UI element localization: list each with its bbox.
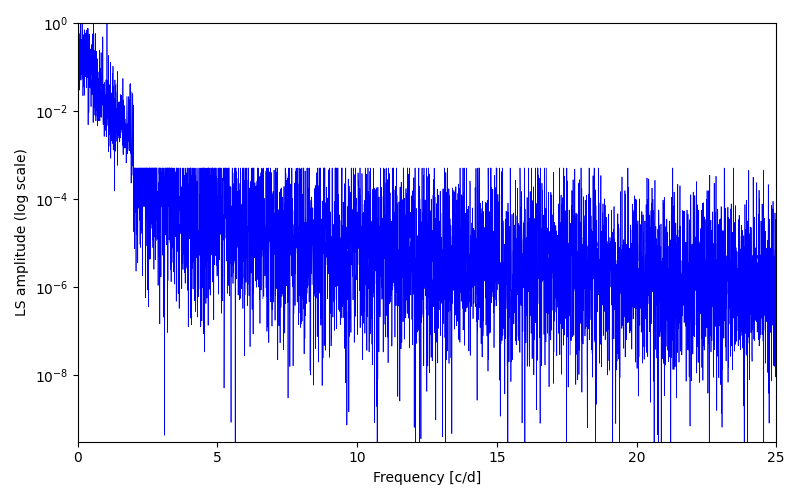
Y-axis label: LS amplitude (log scale): LS amplitude (log scale)	[15, 148, 29, 316]
X-axis label: Frequency [c/d]: Frequency [c/d]	[373, 471, 481, 485]
